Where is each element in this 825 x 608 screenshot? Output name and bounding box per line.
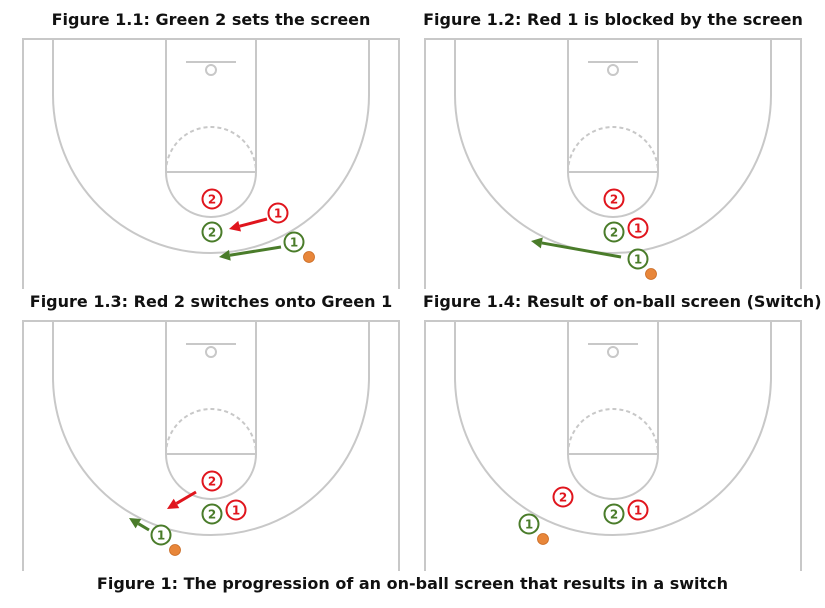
player-label: 1	[634, 503, 642, 517]
free-throw-circle	[165, 171, 257, 218]
player-green-2: 2	[201, 221, 223, 243]
player-red-1: 1	[627, 499, 649, 521]
player-label: 2	[208, 474, 216, 488]
court-boundary	[22, 320, 400, 571]
player-red-2: 2	[201, 188, 223, 210]
player-red-1: 1	[225, 499, 247, 521]
player-green-1: 1	[518, 513, 540, 535]
hoop	[607, 346, 619, 358]
player-label: 1	[634, 221, 642, 235]
player-label: 1	[525, 517, 533, 531]
free-throw-circle-dashed	[165, 126, 257, 173]
red-movement-arrow	[229, 217, 268, 232]
court-boundary	[424, 320, 802, 571]
panel-title-4: Figure 1.4: Result of on-ball screen (Sw…	[423, 292, 822, 311]
hoop	[607, 64, 619, 76]
player-label: 2	[610, 225, 618, 239]
player-green-2: 2	[603, 503, 625, 525]
player-label: 1	[232, 503, 240, 517]
player-label: 1	[157, 528, 165, 542]
hoop	[205, 64, 217, 76]
court-lines	[22, 38, 400, 289]
court-lines	[22, 320, 400, 571]
player-red-2: 2	[603, 188, 625, 210]
player-green-2: 2	[603, 221, 625, 243]
player-red-1: 1	[627, 217, 649, 239]
court-lines	[424, 320, 802, 571]
player-label: 2	[610, 192, 618, 206]
paint-lane	[165, 320, 257, 455]
paint-lane	[567, 38, 659, 173]
player-green-1: 1	[150, 524, 172, 546]
player-red-2: 2	[201, 470, 223, 492]
player-label: 1	[634, 252, 642, 266]
green-movement-arrow	[531, 237, 622, 259]
player-label: 1	[274, 206, 282, 220]
player-label: 2	[208, 192, 216, 206]
player-label: 1	[290, 235, 298, 249]
player-green-1: 1	[627, 248, 649, 270]
free-throw-circle-dashed	[567, 126, 659, 173]
three-point-arc	[454, 39, 772, 254]
paint-lane	[567, 320, 659, 455]
green-movement-arrow	[219, 245, 282, 261]
court-diagram-3: 2 2 1 1	[22, 320, 400, 571]
player-label: 2	[559, 490, 567, 504]
green-movement-arrow	[129, 518, 150, 532]
court-diagram-1: 2 1 2 1	[22, 38, 400, 289]
panel-title-3: Figure 1.3: Red 2 switches onto Green 1	[29, 292, 393, 311]
player-green-2: 2	[201, 503, 223, 525]
hoop	[205, 346, 217, 358]
paint-lane	[165, 38, 257, 173]
basketball	[537, 533, 549, 545]
court-lines	[424, 38, 802, 289]
court-boundary	[22, 38, 400, 289]
free-throw-circle	[165, 453, 257, 500]
panel-title-1: Figure 1.1: Green 2 sets the screen	[51, 10, 371, 29]
free-throw-circle-dashed	[567, 408, 659, 455]
player-red-1: 1	[267, 202, 289, 224]
player-label: 2	[208, 507, 216, 521]
player-red-2: 2	[552, 486, 574, 508]
three-point-arc	[52, 321, 370, 536]
court-diagram-4: 2 1 2 1	[424, 320, 802, 571]
free-throw-circle-dashed	[165, 408, 257, 455]
court-boundary	[424, 38, 802, 289]
basketball	[303, 251, 315, 263]
player-green-1: 1	[283, 231, 305, 253]
three-point-arc	[454, 321, 772, 536]
player-label: 2	[610, 507, 618, 521]
three-point-arc	[52, 39, 370, 254]
player-label: 2	[208, 225, 216, 239]
panel-title-2: Figure 1.2: Red 1 is blocked by the scre…	[423, 10, 803, 29]
court-diagram-2: 2 2 1 1	[424, 38, 802, 289]
basketball	[169, 544, 181, 556]
basketball	[645, 268, 657, 280]
red-movement-arrow	[167, 490, 197, 509]
free-throw-circle	[567, 453, 659, 500]
figure-caption: Figure 1: The progression of an on-ball …	[96, 574, 729, 593]
free-throw-circle	[567, 171, 659, 218]
